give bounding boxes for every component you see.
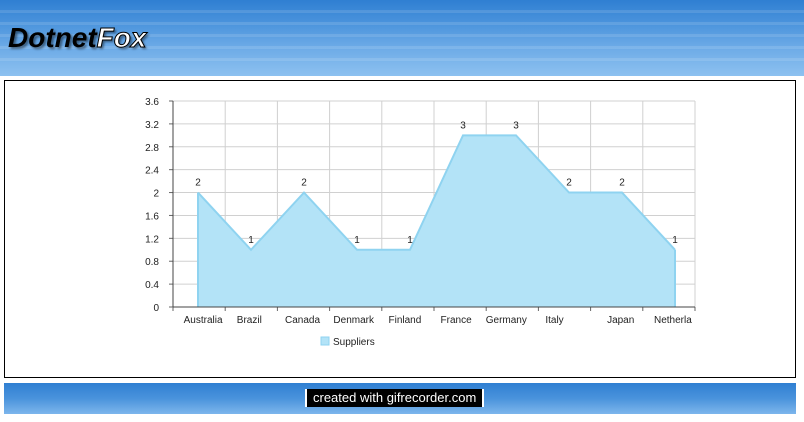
data-label: 1 xyxy=(407,235,413,246)
chart-labels: Australia Brazil Canada Denmark Finland Franc… xyxy=(184,120,693,326)
header-banner: DotnetFox xyxy=(0,0,804,76)
x-tick-label: Denmark xyxy=(333,315,375,326)
x-tick-label: Brazil xyxy=(237,315,262,326)
data-label: 1 xyxy=(354,235,360,246)
area-fill-suppliers xyxy=(198,135,675,307)
logo-text-dotnet: Dotnet xyxy=(8,22,97,53)
y-tick-label: 2 xyxy=(153,189,159,200)
chart-area-layer xyxy=(197,134,676,307)
legend-swatch-suppliers xyxy=(320,336,330,346)
x-tick-label: Finland xyxy=(388,315,421,326)
y-tick-label: 2.4 xyxy=(145,166,159,177)
header-stripe xyxy=(0,22,804,25)
x-tick-label: Italy xyxy=(545,315,563,326)
area-line-suppliers xyxy=(197,134,676,252)
data-label: 1 xyxy=(248,235,254,246)
y-tick-label: 1.6 xyxy=(145,211,159,222)
header-stripe xyxy=(0,34,804,37)
y-tick-label: 3.2 xyxy=(145,120,159,131)
y-tick-label: 0.8 xyxy=(145,257,159,268)
x-tick-label: France xyxy=(441,315,473,326)
x-tick-label: Japan xyxy=(607,315,634,326)
data-label: 2 xyxy=(619,178,625,189)
x-tick-label: Canada xyxy=(285,315,320,326)
y-tick-label: 0 xyxy=(153,303,159,314)
watermark-text: created with gifrecorder.com xyxy=(305,389,485,407)
y-tick-label: 3.6 xyxy=(145,97,159,108)
header-stripe xyxy=(0,58,804,61)
chart-panel: 0 0.4 0.8 1.2 1.6 2 2.4 2.8 3.2 3.6 Australia Braz… xyxy=(4,80,796,378)
y-tick-label: 0.4 xyxy=(145,280,159,291)
chart-legend: Suppliers xyxy=(320,336,375,348)
x-tick-label: Germany xyxy=(486,315,527,326)
data-label: 2 xyxy=(301,178,307,189)
logo-text-fox: Fox xyxy=(96,22,147,54)
x-tick-label: Australia xyxy=(184,315,223,326)
area-chart: 0 0.4 0.8 1.2 1.6 2 2.4 2.8 3.2 3.6 Australia Braz… xyxy=(145,97,696,348)
header-stripe xyxy=(0,46,804,49)
x-tick-label: Netherla xyxy=(654,315,692,326)
data-label: 2 xyxy=(195,178,201,189)
chart-axes: 0 0.4 0.8 1.2 1.6 2 2.4 2.8 3.2 3.6 xyxy=(145,97,696,314)
data-label: 3 xyxy=(513,120,519,131)
data-label: 1 xyxy=(672,235,678,246)
y-tick-label: 1.2 xyxy=(145,234,159,245)
legend-label-suppliers: Suppliers xyxy=(333,337,375,348)
site-logo[interactable]: DotnetFox xyxy=(8,22,147,54)
data-label: 2 xyxy=(566,178,572,189)
data-label: 3 xyxy=(460,120,466,131)
y-tick-label: 2.8 xyxy=(145,143,159,154)
header-stripe xyxy=(0,10,804,13)
